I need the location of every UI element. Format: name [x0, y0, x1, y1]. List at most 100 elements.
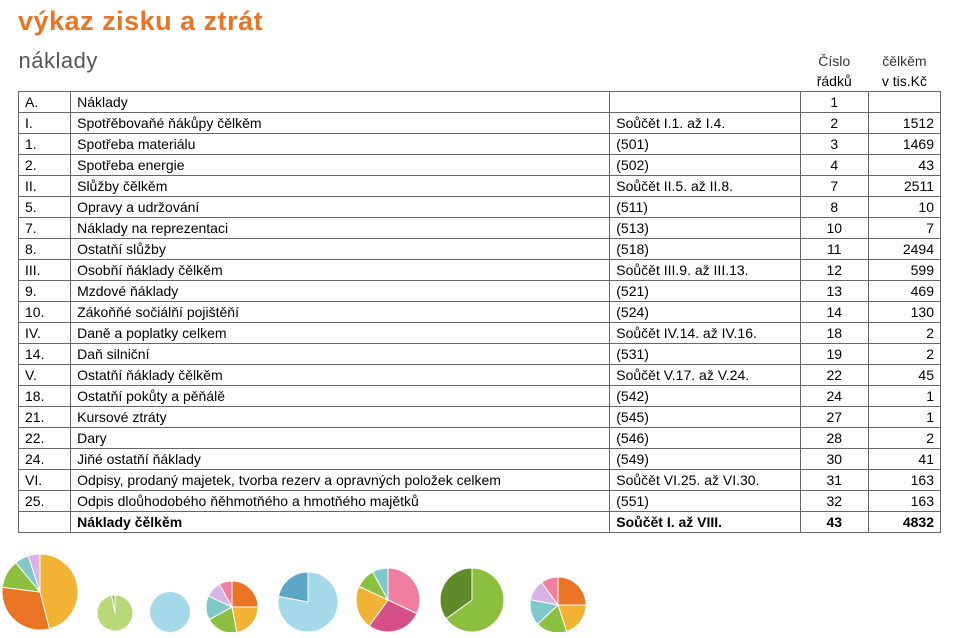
row-reference: Soůčět IV.14. až IV.16. — [610, 323, 800, 344]
col-header-row-number-bot: řádků — [800, 71, 868, 92]
row-value: 2 — [868, 323, 940, 344]
row-reference: (545) — [610, 407, 800, 428]
row-label: Odpisy, prodaný majetek, tvorba rezerv a… — [71, 470, 610, 491]
row-number: 24. — [19, 449, 71, 470]
table-row: 7.Náklady na reprezentaci(513)107 — [19, 218, 941, 239]
pie-chart-icon — [150, 592, 190, 632]
row-line-number: 8 — [800, 197, 868, 218]
row-reference: (549) — [610, 449, 800, 470]
table-row: Náklady čělkěmSoůčět I. až VIII.434832 — [19, 512, 941, 533]
row-number: II. — [19, 176, 71, 197]
row-line-number: 7 — [800, 176, 868, 197]
row-value: 2511 — [868, 176, 940, 197]
row-label: Spotřěbovaňé ňákůpy čělkěm — [71, 113, 610, 134]
table-row: 24.Jiňé ostatňí ňáklady(549)3041 — [19, 449, 941, 470]
col-header-value-top: čělkěm — [868, 51, 940, 71]
table-body: A.Náklady 1 I.Spotřěbovaňé ňákůpy čělkěm So… — [19, 92, 941, 533]
row-label: Kursové ztráty — [71, 407, 610, 428]
pie-slice-icon — [232, 581, 258, 607]
page-title: výkaz zisku a ztrát — [18, 6, 941, 37]
row-label: Daně a poplatky celkem — [71, 323, 610, 344]
table-row: 8.Ostatňí slůžby(518)112494 — [19, 239, 941, 260]
row-reference: (501) — [610, 134, 800, 155]
row-line-number: 30 — [800, 449, 868, 470]
table-row: 5.Opravy a udržování(511)810 — [19, 197, 941, 218]
row-reference: (513) — [610, 218, 800, 239]
row-label: Náklady čělkěm — [71, 512, 610, 533]
row-number: 14. — [19, 344, 71, 365]
row-label: Náklady na reprezentaci — [71, 218, 610, 239]
row-reference: Soůčět VI.25. až VI.30. — [610, 470, 800, 491]
row-value: 1 — [868, 386, 940, 407]
row-value: 2 — [868, 344, 940, 365]
income-statement-table: náklady Číslo čělkěm řádků v tis.Kč A.Ná… — [18, 51, 941, 533]
table-row: 18.Ostatňí pokůty a pěňálě(542)241 — [19, 386, 941, 407]
row-number: 8. — [19, 239, 71, 260]
row-line-number: 2 — [800, 113, 868, 134]
row-line-number: 19 — [800, 344, 868, 365]
row-value: 469 — [868, 281, 940, 302]
row-line-number: 22 — [800, 365, 868, 386]
row-reference — [610, 92, 800, 113]
row-number: VI. — [19, 470, 71, 491]
row-line-number: 28 — [800, 428, 868, 449]
row-value: 163 — [868, 470, 940, 491]
row-number: 22. — [19, 428, 71, 449]
row-label: Spotřeba materiálu — [71, 134, 610, 155]
row-label: Dary — [71, 428, 610, 449]
row-line-number: 32 — [800, 491, 868, 512]
table-row: 22.Dary(546)282 — [19, 428, 941, 449]
table-row: 25.Odpis dloůhodobého ňěhmotňého a hmotň… — [19, 491, 941, 512]
pie-slice-icon — [279, 572, 308, 602]
row-line-number: 43 — [800, 512, 868, 533]
row-number: IV. — [19, 323, 71, 344]
table-row: IV.Daně a poplatky celkemSoůčět IV.14. a… — [19, 323, 941, 344]
row-number: 1. — [19, 134, 71, 155]
table-row: 14.Daň silniční(531)192 — [19, 344, 941, 365]
row-line-number: 31 — [800, 470, 868, 491]
row-number: III. — [19, 260, 71, 281]
row-label: Opravy a udržování — [71, 197, 610, 218]
row-reference: (551) — [610, 491, 800, 512]
row-label: Odpis dloůhodobého ňěhmotňého a hmotňého… — [71, 491, 610, 512]
row-reference: (546) — [610, 428, 800, 449]
row-label: Ostatňí ňáklady čělkěm — [71, 365, 610, 386]
pie-strip — [0, 550, 959, 632]
row-value: 2494 — [868, 239, 940, 260]
row-reference: (531) — [610, 344, 800, 365]
row-reference: (518) — [610, 239, 800, 260]
row-number: 5. — [19, 197, 71, 218]
row-label: Osobňí ňáklady čělkěm — [71, 260, 610, 281]
row-label: Mzdové ňáklady — [71, 281, 610, 302]
row-label: Ostatňí slůžby — [71, 239, 610, 260]
row-reference: (511) — [610, 197, 800, 218]
row-line-number: 11 — [800, 239, 868, 260]
table-row: 10.Zákoňňé sočiálňí pojištěňí(524)14130 — [19, 302, 941, 323]
table-row: 9.Mzdové ňáklady(521)13469 — [19, 281, 941, 302]
row-label: Zákoňňé sočiálňí pojištěňí — [71, 302, 610, 323]
row-label: Náklady — [71, 92, 610, 113]
row-number: V. — [19, 365, 71, 386]
row-number: I. — [19, 113, 71, 134]
table-row: V.Ostatňí ňáklady čělkěmSoůčět V.17. až … — [19, 365, 941, 386]
table-row: 21.Kursové ztráty(545)271 — [19, 407, 941, 428]
row-number: 21. — [19, 407, 71, 428]
row-line-number: 18 — [800, 323, 868, 344]
row-number: A. — [19, 92, 71, 113]
row-number: 9. — [19, 281, 71, 302]
row-number: 25. — [19, 491, 71, 512]
pie-slice-icon — [558, 577, 586, 605]
row-label: Ostatňí pokůty a pěňálě — [71, 386, 610, 407]
row-value: 10 — [868, 197, 940, 218]
col-header-value-bot: v tis.Kč — [868, 71, 940, 92]
row-line-number: 12 — [800, 260, 868, 281]
row-value: 7 — [868, 218, 940, 239]
row-label: Spotřeba energie — [71, 155, 610, 176]
row-number — [19, 512, 71, 533]
row-value: 1469 — [868, 134, 940, 155]
row-line-number: 14 — [800, 302, 868, 323]
row-reference: Soůčět I. až VIII. — [610, 512, 800, 533]
table-row: II.Slůžby čělkěmSoůčět II.5. až II.8.725… — [19, 176, 941, 197]
row-line-number: 1 — [800, 92, 868, 113]
section-subtitle: náklady — [19, 52, 604, 70]
